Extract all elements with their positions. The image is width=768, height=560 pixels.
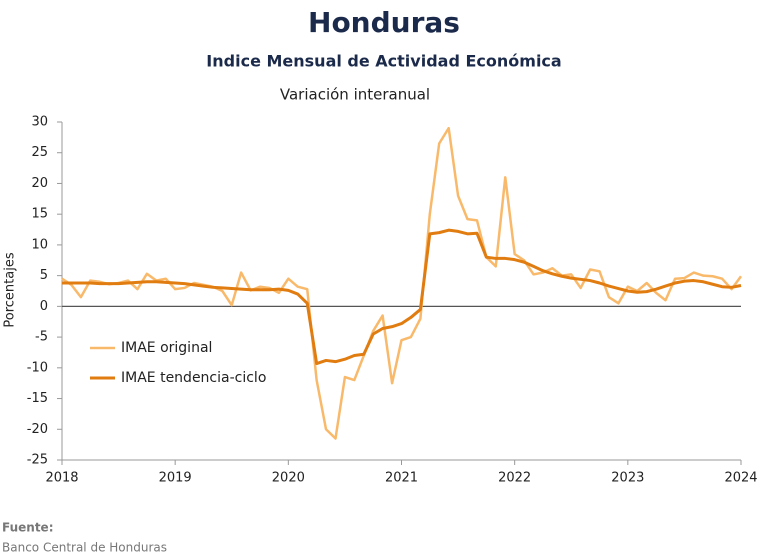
series-line bbox=[61, 126, 743, 440]
y-tick-label: 0 bbox=[40, 299, 48, 314]
y-tick-label: 15 bbox=[31, 207, 48, 222]
x-tick-label: 2024 bbox=[724, 471, 757, 486]
chart-subtitle-2: Variación interanual bbox=[280, 86, 430, 104]
x-tick-label: 2021 bbox=[385, 471, 418, 486]
y-tick-label: -25 bbox=[27, 453, 48, 468]
y-tick-label: 30 bbox=[31, 115, 48, 130]
y-tick-label: 10 bbox=[31, 237, 48, 252]
series-line bbox=[62, 228, 742, 366]
y-tick-label: -10 bbox=[27, 360, 48, 375]
y-axis-label: Porcentajes bbox=[3, 252, 18, 327]
y-tick-label: -15 bbox=[27, 391, 48, 406]
x-tick-label: 2018 bbox=[45, 471, 78, 486]
y-tick-label: 20 bbox=[31, 176, 48, 191]
chart-subtitle: Indice Mensual de Actividad Económica bbox=[206, 52, 561, 71]
x-tick-label: 2023 bbox=[611, 471, 644, 486]
x-tick-label: 2020 bbox=[272, 471, 305, 486]
chart-title: Honduras bbox=[308, 6, 460, 39]
legend-label: IMAE original bbox=[121, 340, 212, 356]
source-label: Fuente: bbox=[2, 521, 54, 535]
y-tick-label: -20 bbox=[27, 422, 48, 437]
legend-label: IMAE tendencia-ciclo bbox=[121, 370, 266, 386]
y-tick-label: -5 bbox=[35, 330, 48, 345]
x-tick-label: 2022 bbox=[498, 471, 531, 486]
y-tick-label: 5 bbox=[40, 268, 48, 283]
y-tick-label: 25 bbox=[31, 145, 48, 160]
source: Banco Central de Honduras bbox=[2, 541, 167, 555]
x-tick-label: 2019 bbox=[159, 471, 192, 486]
